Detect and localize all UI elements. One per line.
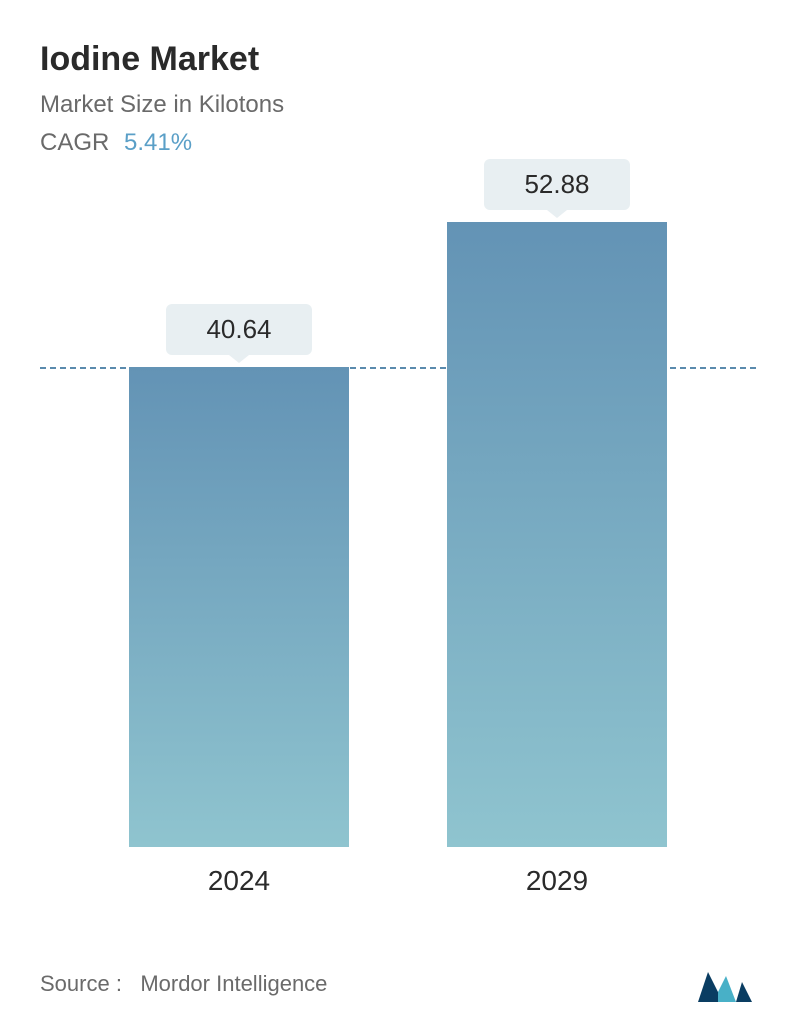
chart-footer: Source : Mordor Intelligence [40,964,756,1004]
cagr-line: CAGR 5.41% [40,129,756,157]
chart-bar [447,222,667,847]
category-label: 2024 [129,865,349,897]
brand-logo-icon [696,964,756,1004]
chart-subtitle: Market Size in Kilotons [40,91,756,119]
source-text: Source : Mordor Intelligence [40,971,327,997]
chart-title: Iodine Market [40,40,756,79]
value-badge: 52.88 [484,159,629,210]
chart-bar [129,367,349,847]
bars-container: 40.6452.88 [40,207,756,847]
source-label: Source : [40,971,122,996]
categories-row: 2024 2029 [40,847,756,897]
bar-wrapper: 52.88 [447,159,667,847]
source-name: Mordor Intelligence [140,971,327,996]
value-badge: 40.64 [166,304,311,355]
bar-wrapper: 40.64 [129,304,349,847]
chart-header: Iodine Market Market Size in Kilotons CA… [40,40,756,157]
chart-area: 40.6452.88 2024 2029 [40,207,756,907]
cagr-value: 5.41% [124,129,192,156]
category-label: 2029 [447,865,667,897]
cagr-label: CAGR [40,129,109,156]
